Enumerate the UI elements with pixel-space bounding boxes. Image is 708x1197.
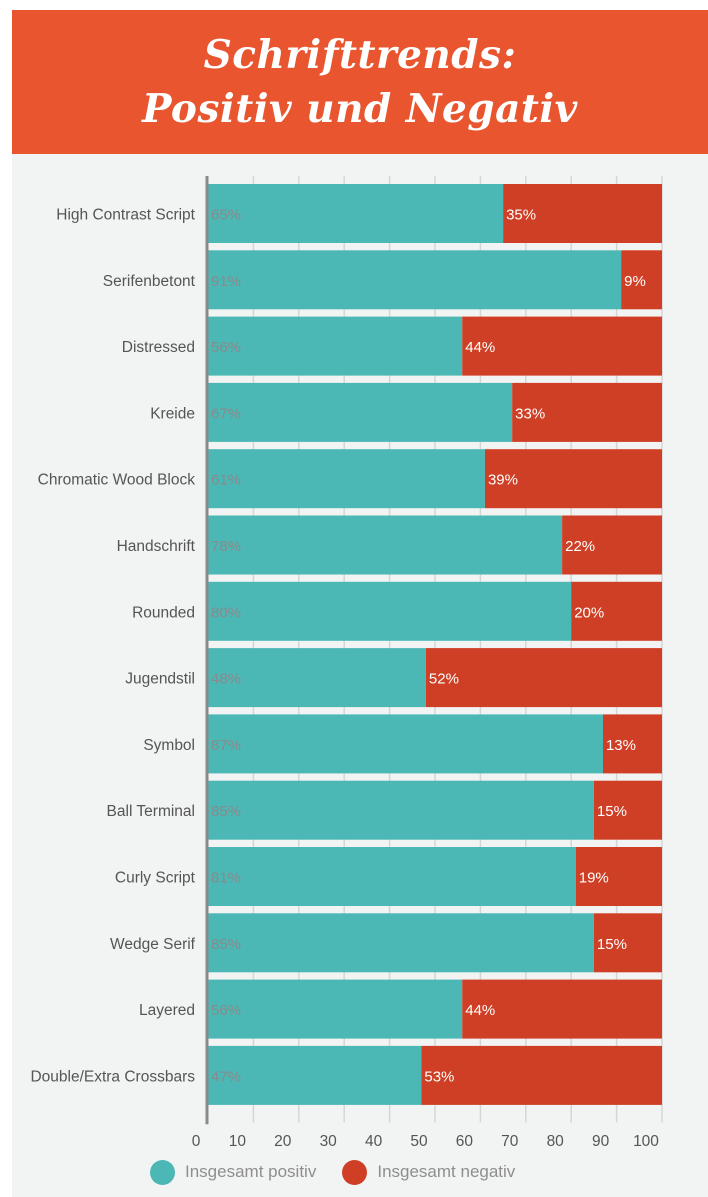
legend-item-positive: Insgesamt positiv: [150, 1159, 317, 1185]
category-label-0: High Contrast Script: [56, 207, 195, 224]
data-label-positive-7: 48%: [211, 671, 241, 688]
chart-title-line-1: Schrifttrends:: [203, 32, 517, 78]
bar-negative-3: [512, 382, 662, 442]
bar-negative-7: [425, 648, 662, 708]
bar-negative-13: [421, 1045, 662, 1105]
bar-negative-5: [562, 515, 662, 575]
x-tick-label-50: 50: [410, 1133, 428, 1150]
data-label-negative-7: 52%: [429, 671, 459, 688]
bar-negative-1: [621, 250, 662, 310]
bar-negative-11: [593, 913, 662, 973]
bar-positive-10: [208, 847, 576, 906]
bar-positive-2: [208, 316, 463, 376]
data-label-negative-6: 20%: [574, 604, 604, 621]
data-label-negative-5: 22%: [565, 538, 595, 555]
data-label-negative-4: 39%: [488, 472, 518, 489]
x-tick-label-70: 70: [501, 1133, 519, 1150]
bar-negative-4: [484, 449, 662, 509]
x-tick-label-90: 90: [592, 1133, 610, 1150]
bar-positive-3: [208, 382, 513, 442]
data-label-positive-11: 85%: [211, 936, 241, 953]
category-label-8: Symbol: [143, 737, 195, 754]
bar-positive-6: [208, 581, 572, 641]
legend-swatch-negative: [342, 1159, 368, 1185]
bar-negative-2: [462, 316, 662, 376]
category-label-6: Rounded: [132, 604, 195, 621]
data-label-negative-13: 53%: [424, 1068, 454, 1085]
x-tick-label-80: 80: [547, 1133, 565, 1150]
data-label-positive-2: 56%: [211, 339, 241, 356]
bar-negative-6: [571, 581, 662, 641]
data-label-negative-12: 44%: [465, 1002, 495, 1019]
title-banner: Schrifttrends: Positiv und Negativ: [12, 10, 708, 154]
legend-label-positive: Insgesamt positiv: [185, 1162, 317, 1181]
legend-label-negative: Insgesamt negativ: [377, 1162, 516, 1181]
legend: Insgesamt positiv Insgesamt negativ: [150, 1158, 541, 1186]
data-label-positive-6: 80%: [211, 604, 241, 621]
category-label-7: Jugendstil: [125, 671, 195, 688]
category-label-13: Double/Extra Crossbars: [30, 1068, 195, 1085]
data-label-positive-9: 85%: [211, 803, 241, 820]
data-label-negative-8: 13%: [606, 737, 636, 754]
data-label-positive-10: 81%: [211, 870, 241, 887]
bar-positive-1: [208, 250, 622, 310]
category-label-5: Handschrift: [117, 538, 196, 555]
data-label-negative-9: 15%: [597, 803, 627, 820]
data-label-negative-2: 44%: [465, 339, 495, 356]
bar-negative-12: [462, 979, 662, 1039]
data-label-positive-0: 65%: [211, 207, 241, 224]
bar-positive-9: [208, 780, 594, 840]
bar-positive-8: [208, 714, 603, 774]
bar-negative-8: [602, 714, 662, 774]
x-tick-label-100: 100: [633, 1133, 659, 1150]
category-label-4: Chromatic Wood Block: [38, 472, 196, 489]
legend-item-negative: Insgesamt negativ: [342, 1159, 516, 1185]
x-tick-label-60: 60: [456, 1133, 474, 1150]
data-label-positive-3: 67%: [211, 405, 241, 422]
bar-positive-13: [208, 1045, 422, 1105]
data-label-positive-8: 87%: [211, 737, 241, 754]
data-label-positive-1: 91%: [211, 273, 241, 290]
bar-negative-9: [593, 780, 662, 840]
data-label-negative-3: 33%: [515, 405, 545, 422]
data-label-negative-11: 15%: [597, 936, 627, 953]
category-label-11: Wedge Serif: [110, 936, 196, 953]
bar-positive-0: [208, 184, 504, 243]
data-label-positive-13: 47%: [211, 1068, 241, 1085]
data-label-positive-5: 78%: [211, 538, 241, 555]
data-label-negative-10: 19%: [579, 870, 609, 887]
bar-positive-12: [208, 979, 463, 1039]
category-label-2: Distressed: [122, 339, 195, 356]
x-tick-label-20: 20: [274, 1133, 292, 1150]
x-tick-label-40: 40: [365, 1133, 383, 1150]
x-tick-label-30: 30: [320, 1133, 338, 1150]
chart-title-line-2: Positiv und Negativ: [142, 86, 578, 132]
x-tick-label-10: 10: [229, 1133, 247, 1150]
bar-positive-4: [208, 449, 485, 509]
category-label-12: Layered: [139, 1002, 195, 1019]
x-tick-label-0: 0: [192, 1133, 201, 1150]
bar-positive-7: [208, 648, 426, 708]
bar-positive-11: [208, 913, 594, 973]
bar-negative-10: [575, 847, 662, 906]
category-label-10: Curly Script: [115, 870, 196, 887]
legend-swatch-positive: [150, 1159, 175, 1185]
data-label-positive-12: 56%: [211, 1002, 241, 1019]
data-label-negative-0: 35%: [506, 207, 536, 224]
data-label-positive-4: 61%: [211, 472, 241, 489]
bar-positive-5: [208, 515, 563, 575]
category-label-1: Serifenbetont: [103, 273, 196, 290]
data-label-negative-1: 9%: [624, 273, 646, 290]
category-label-9: Ball Terminal: [107, 803, 195, 820]
bar-negative-0: [503, 184, 662, 243]
category-label-3: Kreide: [150, 405, 195, 422]
stacked-bar-chart: 65% 35% High Contrast Script 91% 9% Serifenbe…: [30, 176, 663, 1150]
